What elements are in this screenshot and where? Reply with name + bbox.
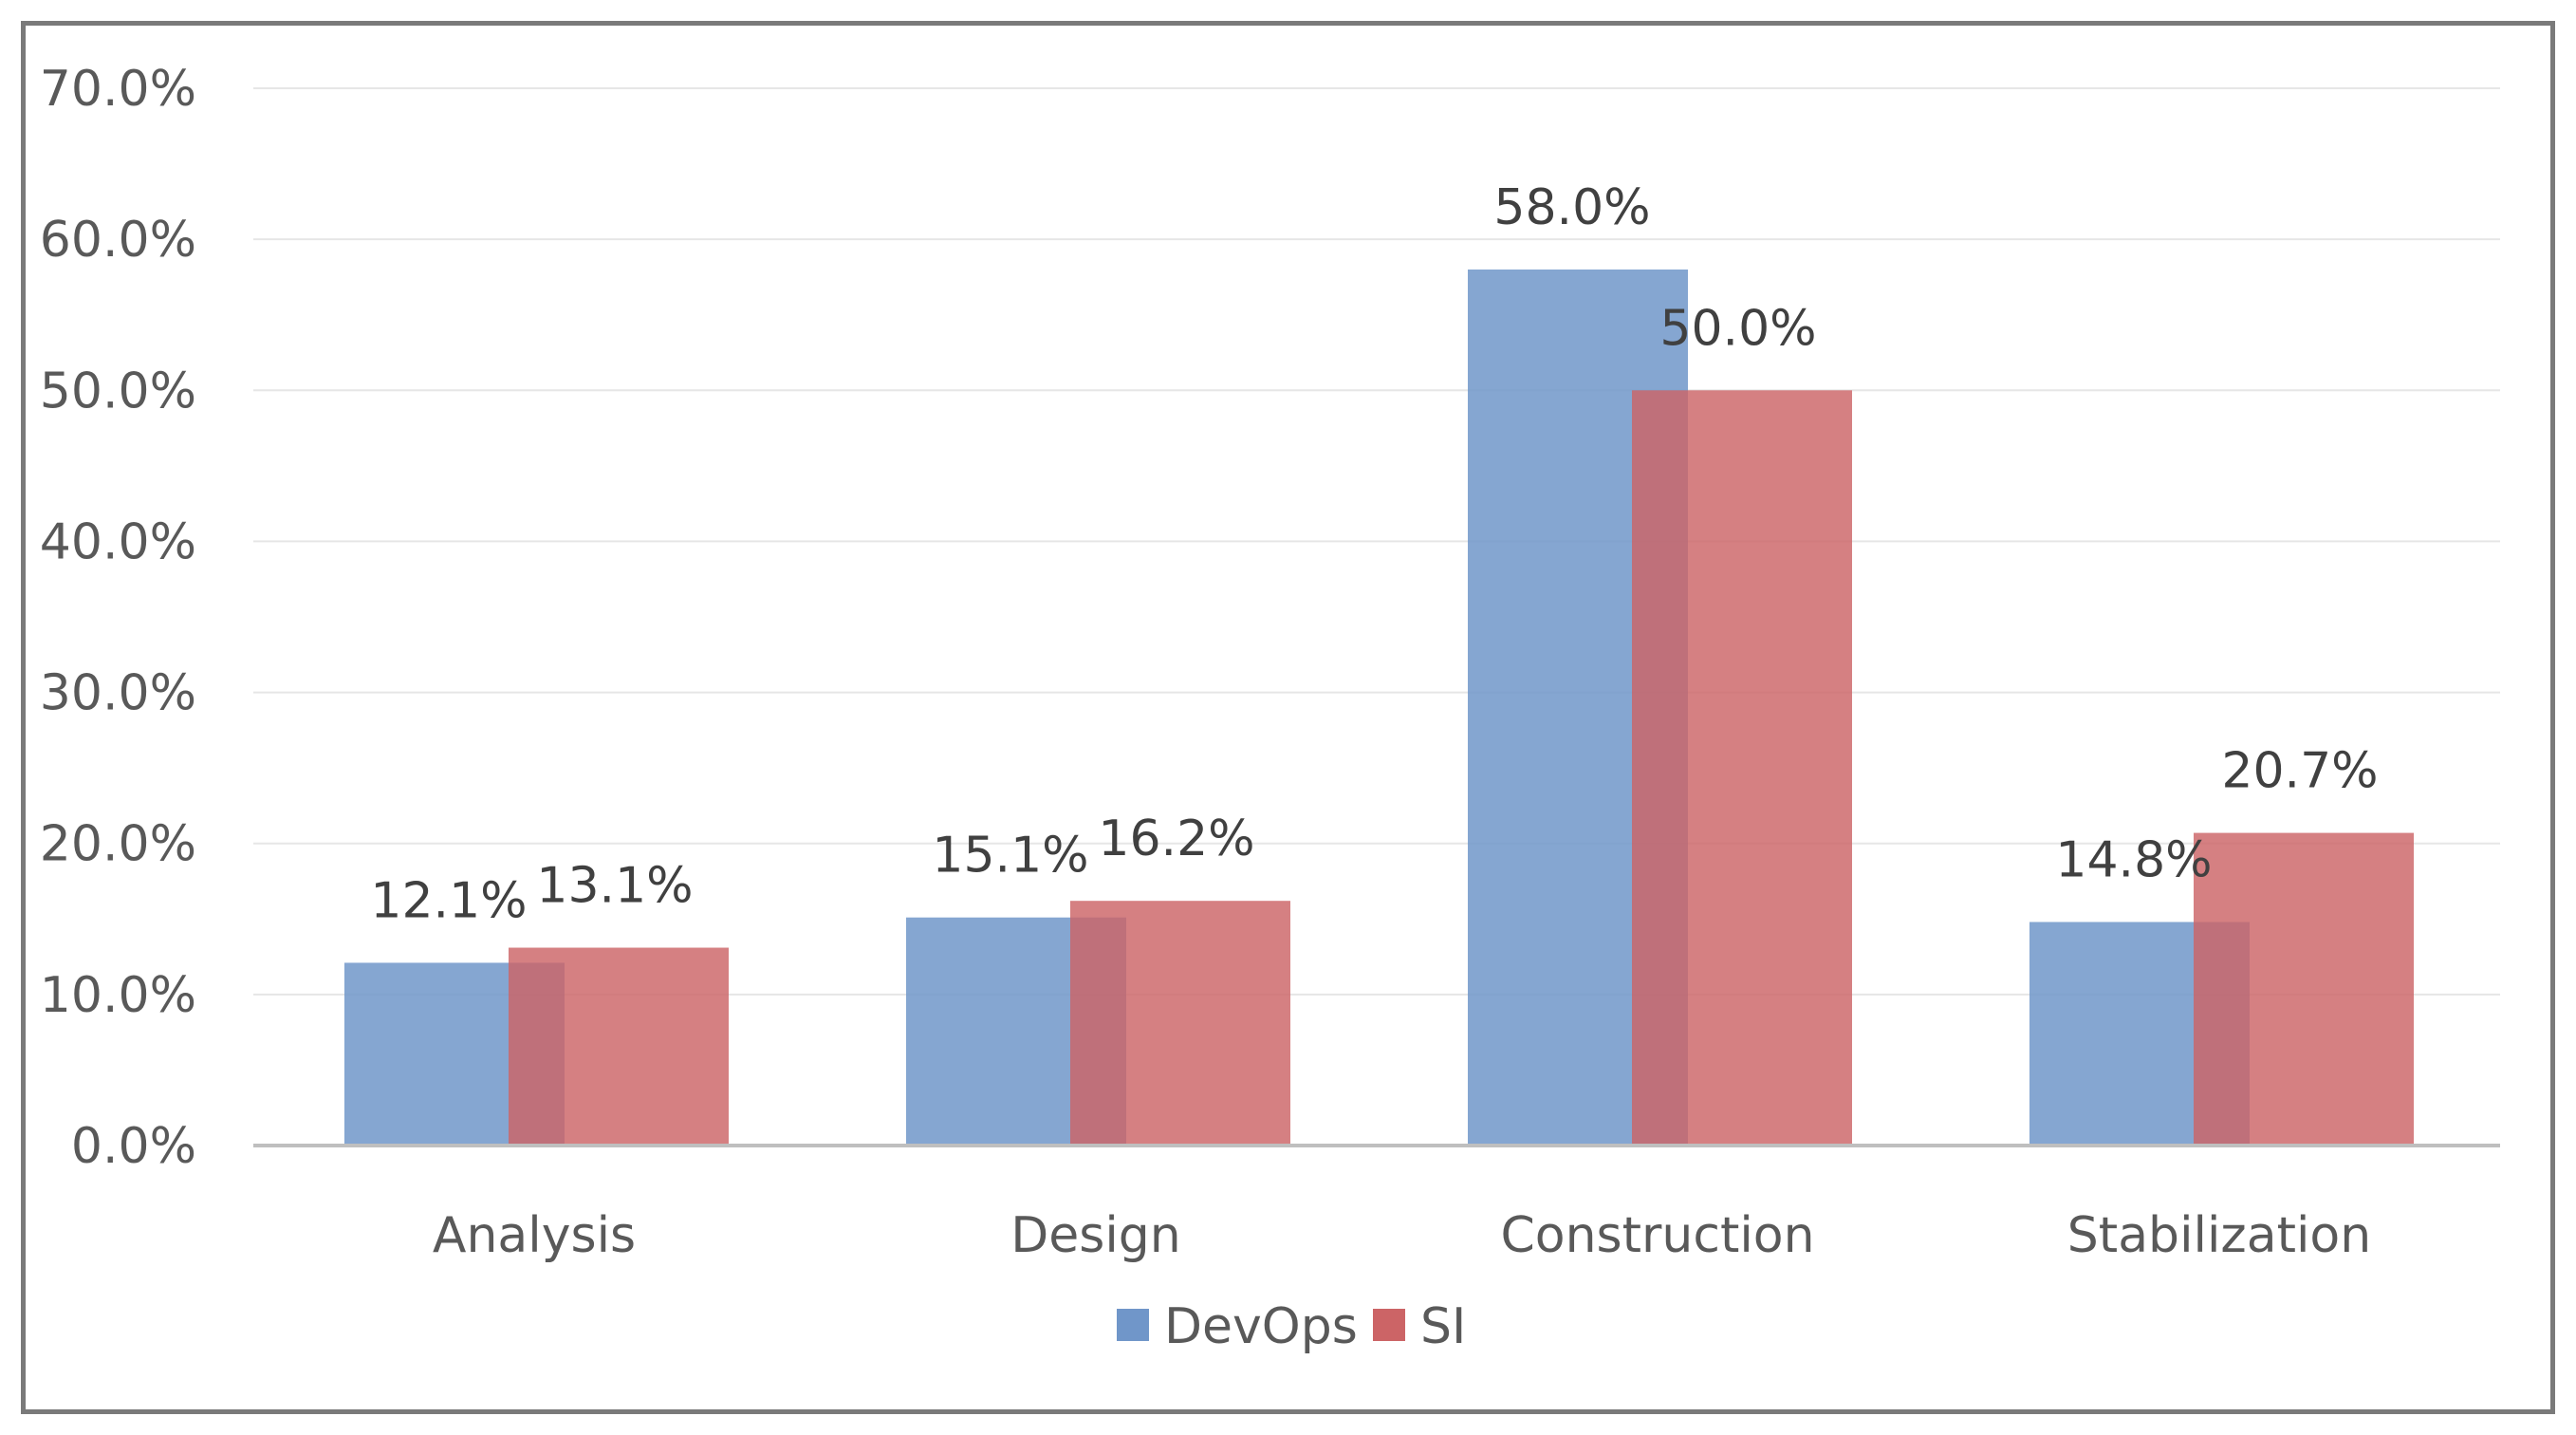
y-tick-label: 50.0% — [40, 363, 196, 419]
y-tick-label: 60.0% — [40, 212, 196, 269]
data-label-si: 50.0% — [1659, 300, 1816, 357]
data-label-devops: 14.8% — [2055, 831, 2212, 888]
data-label-si: 20.7% — [2221, 743, 2378, 800]
legend-label-si: SI — [1420, 1298, 1466, 1355]
bars — [344, 269, 2414, 1146]
legend: DevOps SI — [1117, 1298, 1466, 1355]
legend-label-devops: DevOps — [1164, 1298, 1358, 1355]
legend-swatch-devops — [1117, 1309, 1149, 1341]
bar-si-construction — [1632, 390, 1852, 1146]
bar-chart: 0.0% 10.0% 20.0% 30.0% 40.0% 50.0% 60.0% 70.0% A… — [40, 61, 2500, 1355]
gridlines — [253, 87, 2500, 996]
data-label-devops: 12.1% — [370, 872, 527, 929]
y-tick-label: 20.0% — [40, 816, 196, 873]
y-tick-label: 70.0% — [40, 61, 196, 118]
chart-frame: 0.0% 10.0% 20.0% 30.0% 40.0% 50.0% 60.0% 70.0% A… — [21, 21, 2555, 1414]
data-labels: 12.1% 15.1% 58.0% 14.8% 13.1% 16.2% 50.0% 20.7% — [370, 179, 2378, 929]
y-tick-label: 30.0% — [40, 665, 196, 722]
data-label-devops: 15.1% — [932, 828, 1088, 885]
data-label-si: 16.2% — [1098, 811, 1254, 867]
data-label-si: 13.1% — [536, 858, 693, 915]
y-tick-label: 10.0% — [40, 967, 196, 1024]
bar-si-analysis — [509, 947, 729, 1146]
axes: 0.0% 10.0% 20.0% 30.0% 40.0% 50.0% 60.0% 70.0% A… — [40, 61, 2500, 1264]
bar-si-design — [1070, 901, 1290, 1146]
y-tick-label: 0.0% — [71, 1118, 196, 1175]
x-tick-label: Construction — [1500, 1207, 1814, 1264]
x-tick-label: Analysis — [433, 1207, 636, 1264]
x-tick-label: Stabilization — [2067, 1207, 2371, 1264]
x-tick-label: Design — [1010, 1207, 1181, 1264]
y-tick-label: 40.0% — [40, 513, 196, 570]
data-label-devops: 58.0% — [1493, 179, 1650, 236]
bar-si-stabilization — [2194, 832, 2414, 1146]
legend-swatch-si — [1373, 1309, 1405, 1341]
